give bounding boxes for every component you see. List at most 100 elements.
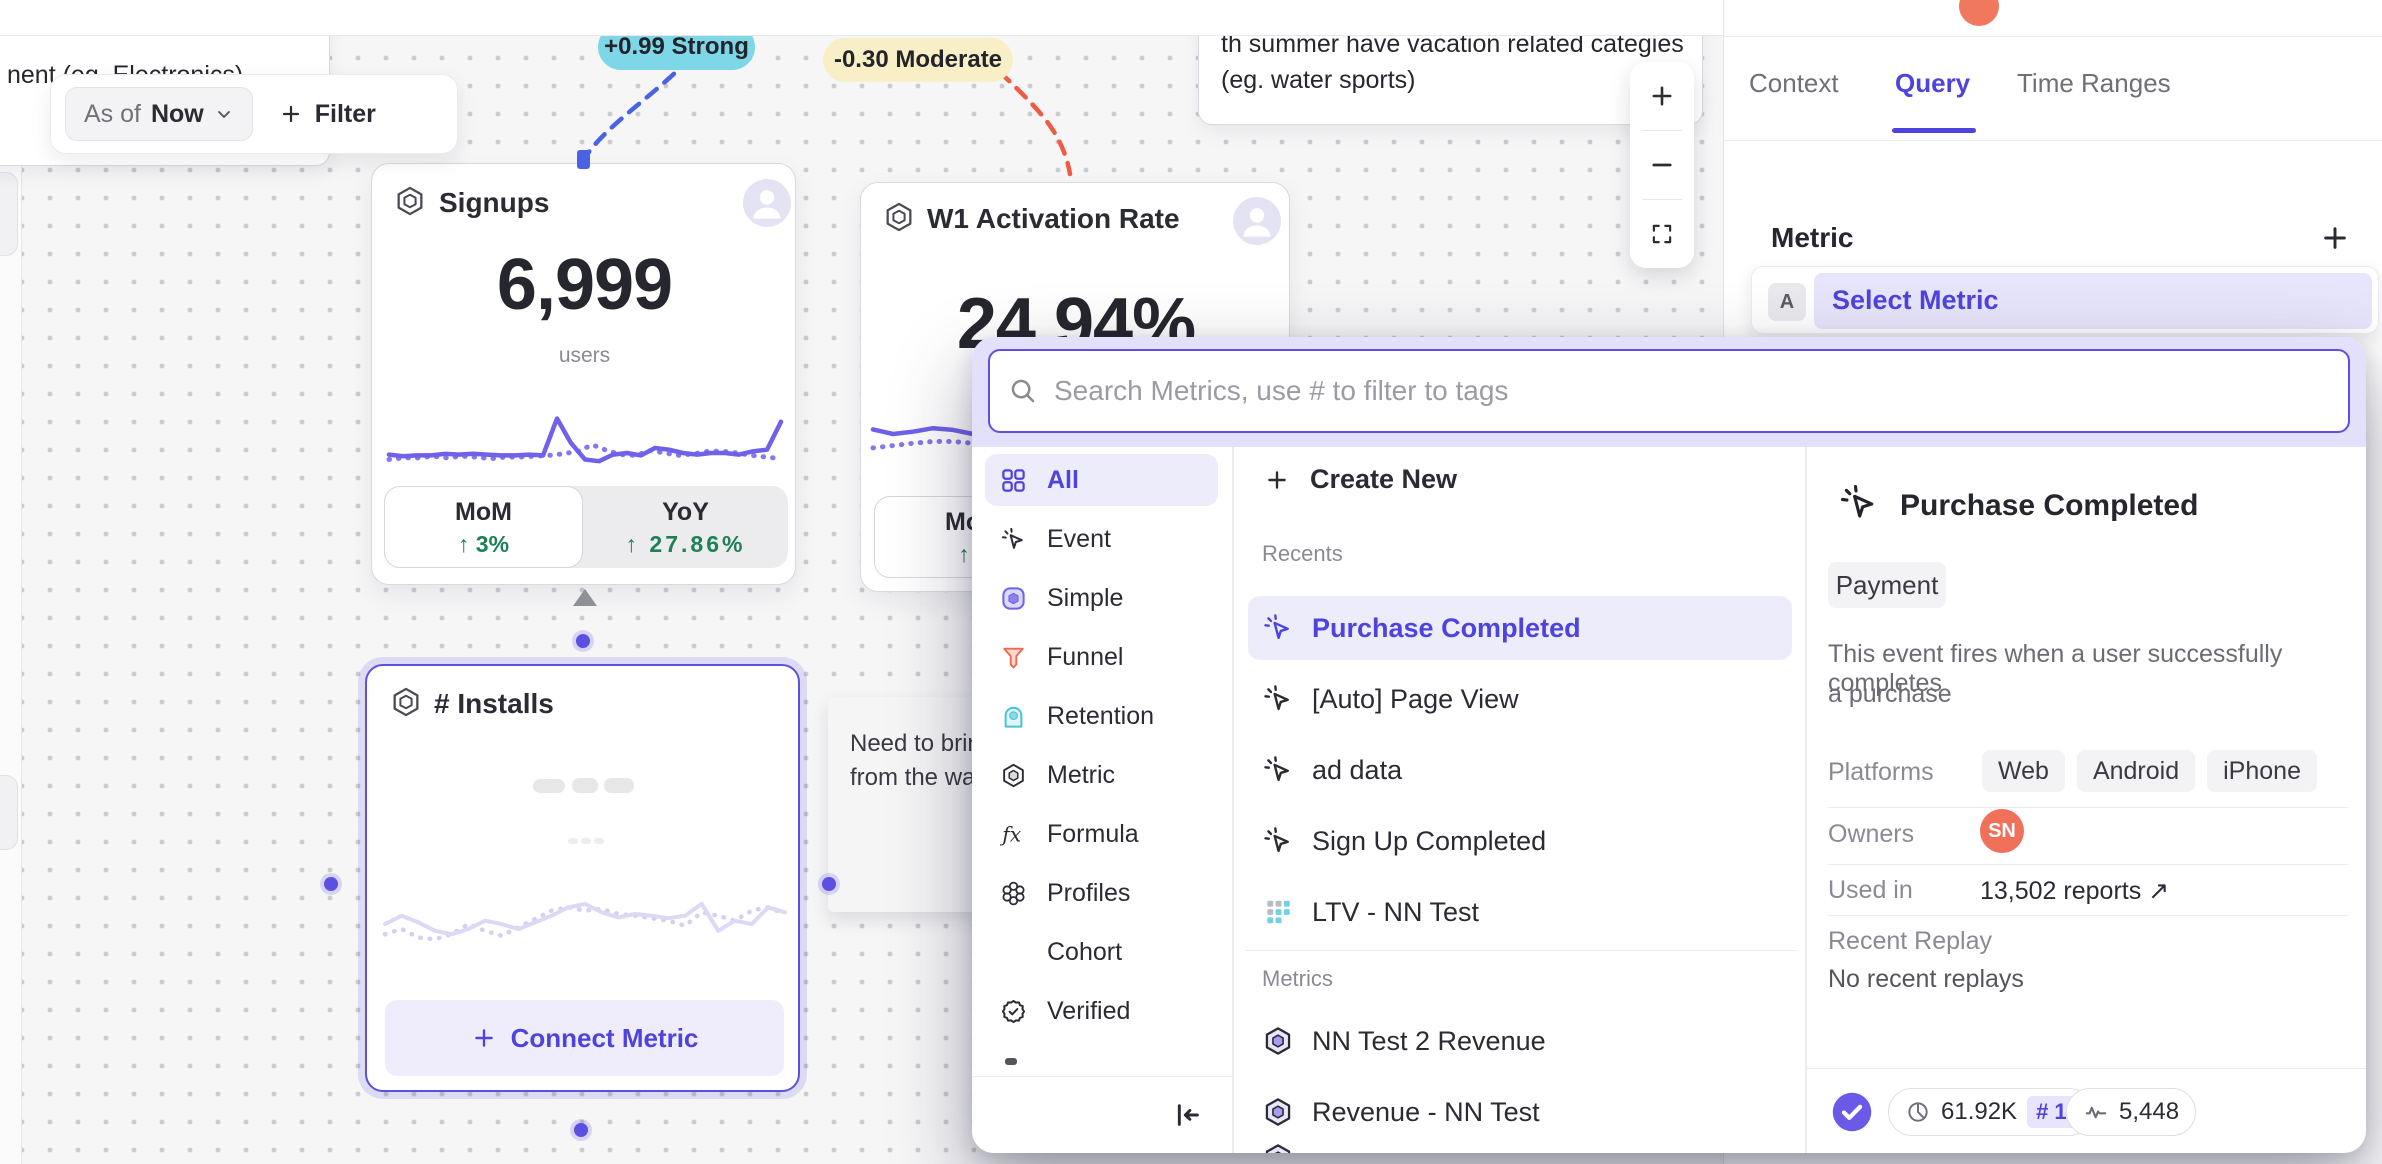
- simple-icon: [1000, 585, 1027, 612]
- category-metric[interactable]: Metric: [985, 749, 1218, 801]
- owner-avatar-icon: [1233, 197, 1281, 245]
- recent-item-label: LTV - NN Test: [1312, 896, 1480, 927]
- category-simple[interactable]: Simple: [985, 572, 1218, 624]
- add-filter-button[interactable]: Filter: [279, 100, 376, 129]
- tab-time-ranges[interactable]: Time Ranges: [2017, 68, 2171, 98]
- plus-icon: [279, 102, 303, 126]
- plus-icon: [1264, 467, 1290, 493]
- tab-context[interactable]: Context: [1749, 68, 1839, 98]
- event-icon: [1262, 825, 1294, 857]
- metric-item-nn-test-2-revenue[interactable]: NN Test 2 Revenue: [1248, 1009, 1792, 1073]
- tab-query[interactable]: Query: [1895, 68, 1971, 98]
- canvas-left-rail: [0, 0, 22, 1164]
- as-of-dropdown[interactable]: As of Now: [65, 87, 253, 141]
- connector-dot-1[interactable]: [576, 634, 590, 648]
- fit-screen-button[interactable]: [1630, 200, 1694, 268]
- recents-section-label: Recents: [1262, 541, 1343, 566]
- signups-value: 6,999: [496, 245, 673, 325]
- zoom-out-button[interactable]: [1630, 131, 1694, 199]
- category-label: Retention: [1047, 701, 1155, 730]
- create-new-button[interactable]: Create New: [1264, 464, 1457, 495]
- event-icon: [1262, 683, 1294, 715]
- platform-pill-iphone: iPhone: [2207, 750, 2317, 792]
- metric-purple-icon: [1262, 1096, 1294, 1128]
- divider: [1232, 447, 1234, 1153]
- profiles-icon: [1000, 880, 1027, 907]
- skeleton-dash: [594, 838, 604, 844]
- fullscreen-icon: [1649, 221, 1675, 247]
- metric-hexagon-icon: [883, 201, 915, 233]
- correlation-badge-moderate[interactable]: -0.30 Moderate: [823, 38, 1013, 82]
- used-in-reports-link[interactable]: 13,502 reports ↗: [1980, 877, 2170, 905]
- category-profiles[interactable]: Profiles: [985, 867, 1218, 919]
- installs-ghost-sparkline: [382, 901, 788, 942]
- category-all[interactable]: All: [985, 454, 1218, 506]
- metric-item-label: NN Test 2 Revenue: [1312, 1025, 1546, 1056]
- category-retention[interactable]: Retention: [985, 690, 1218, 742]
- category-formula[interactable]: ƒx Formula: [985, 808, 1218, 860]
- skeleton-bar: [533, 779, 565, 793]
- correlation-badge-moderate-label: -0.30 Moderate: [833, 46, 1003, 73]
- signups-tab-mom[interactable]: [384, 486, 583, 568]
- category-label: Formula: [1047, 819, 1139, 848]
- zoom-in-button[interactable]: [1630, 62, 1694, 130]
- category-event[interactable]: Event: [985, 513, 1218, 565]
- recent-item-label: ad data: [1312, 754, 1403, 785]
- connector-dot-3[interactable]: [822, 877, 836, 891]
- kebab-menu-icon[interactable]: [2318, 1093, 2344, 1131]
- connector-anchor-top[interactable]: [577, 150, 590, 169]
- category-label: Simple: [1047, 583, 1124, 612]
- queries-stat-chip[interactable]: 5,448: [2066, 1088, 2197, 1136]
- metric-row[interactable]: A Select Metric: [1751, 266, 2379, 334]
- connect-metric-button[interactable]: Connect Metric: [385, 1000, 784, 1076]
- divider: [1642, 199, 1682, 200]
- recent-item-purchase-completed[interactable]: Purchase Completed: [1248, 596, 1792, 660]
- canvas-top-strip: [0, 0, 1723, 36]
- platform-pills: Web Android iPhone: [1982, 750, 2317, 792]
- used-in-label: Used in: [1828, 876, 1913, 904]
- recent-item-auto-page-view[interactable]: [Auto] Page View: [1248, 667, 1792, 731]
- recent-replay-value: No recent replays: [1828, 965, 2024, 993]
- category-cohort[interactable]: Cohort: [985, 926, 1218, 978]
- left-rail-handle[interactable]: [0, 775, 18, 850]
- board-toolbar: As of Now Filter: [50, 74, 458, 154]
- recent-item-ad-data[interactable]: ad data: [1248, 738, 1792, 802]
- category-verified[interactable]: Verified: [985, 985, 1218, 1037]
- divider: [1724, 140, 2382, 141]
- collapse-left-icon[interactable]: [1172, 1099, 1204, 1131]
- metric-purple-icon: [1262, 1025, 1294, 1057]
- category-funnel[interactable]: Funnel: [985, 631, 1218, 683]
- metric-item-revenue-nn-test[interactable]: Revenue - NN Test: [1248, 1080, 1792, 1144]
- connector-arrow: [573, 589, 597, 606]
- signups-card[interactable]: Signups 6,999 users MoM ↑ 3% YoY ↑ 27.86…: [371, 163, 796, 585]
- chevron-down-icon: [214, 104, 234, 124]
- signups-unit: users: [558, 344, 611, 367]
- connector-dashed-lines: [583, 37, 1073, 177]
- owner-avatar-sn: SN: [1980, 809, 2024, 853]
- add-metric-button[interactable]: [2319, 222, 2351, 254]
- recent-item-ltv-nn-test[interactable]: LTV - NN Test: [1248, 880, 1792, 944]
- pulse-icon: [2083, 1099, 2109, 1125]
- installs-card[interactable]: # Installs Connect Metric: [365, 664, 800, 1092]
- category-label: Verified: [1047, 996, 1131, 1025]
- connector-dot-4[interactable]: [574, 1123, 588, 1137]
- recent-item-label: Purchase Completed: [1312, 612, 1581, 643]
- filter-label: Filter: [314, 99, 376, 128]
- detail-tag-payment[interactable]: Payment: [1828, 562, 1946, 608]
- recent-item-sign-up-completed[interactable]: Sign Up Completed: [1248, 809, 1792, 873]
- kebab-menu-icon[interactable]: [749, 684, 777, 724]
- recent-item-label: Sign Up Completed: [1312, 825, 1547, 856]
- category-label: Funnel: [1047, 642, 1124, 671]
- pie-chart-icon: [1905, 1099, 1931, 1125]
- correlation-badge-strong-label: +0.99 Strong: [604, 33, 749, 60]
- metric-letter-badge: A: [1768, 283, 1806, 321]
- verified-icon: [1000, 998, 1027, 1025]
- clipped-metric-icon: [1262, 1142, 1294, 1153]
- metric-search-field[interactable]: [988, 349, 2350, 433]
- connector-dot-2[interactable]: [324, 877, 338, 891]
- formula-icon: ƒx: [1000, 821, 1027, 848]
- views-stat-chip[interactable]: 61.92K # 1: [1888, 1088, 2093, 1136]
- left-rail-handle[interactable]: [0, 172, 18, 256]
- select-metric-placeholder[interactable]: Select Metric: [1832, 285, 1999, 315]
- metric-search-input[interactable]: [1054, 375, 2330, 407]
